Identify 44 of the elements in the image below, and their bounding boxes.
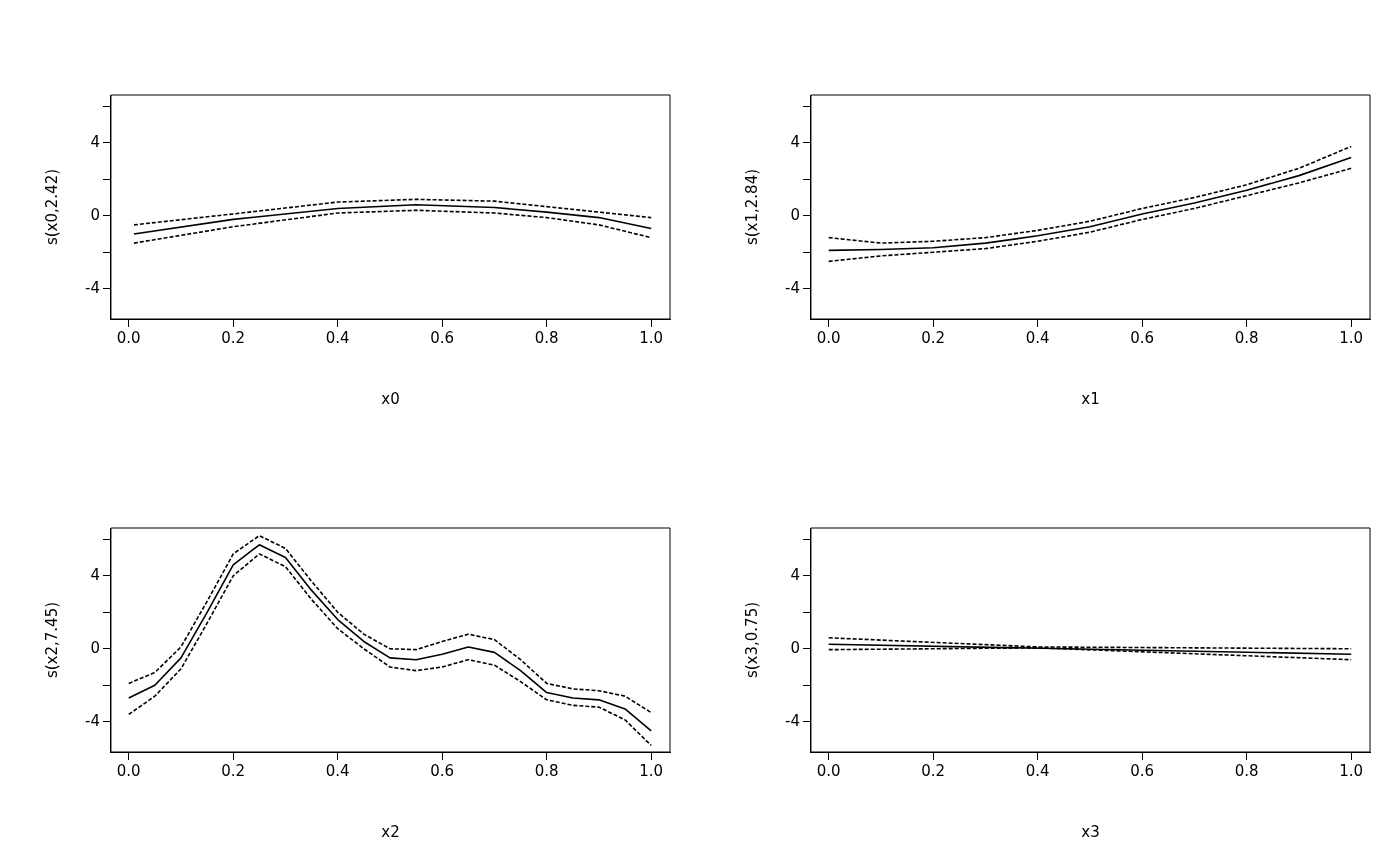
y-tick-label: -4 xyxy=(784,711,800,730)
y-axis-title: s(x1,2.84) xyxy=(742,168,761,246)
y-tick-label: 0 xyxy=(90,205,100,224)
y-axis-title: s(x0,2.42) xyxy=(42,168,61,246)
x-tick-label: 0.0 xyxy=(116,328,141,347)
x-tick-label: 0.2 xyxy=(221,328,246,347)
x-tick-label: 0.0 xyxy=(816,761,841,780)
x-tick-label: 0.4 xyxy=(1025,328,1050,347)
x-tick-label: 0.8 xyxy=(1234,328,1259,347)
x-tick-label: 0.6 xyxy=(430,761,455,780)
y-axis-title: s(x3,0.75) xyxy=(742,601,761,679)
y-tick-label: 0 xyxy=(790,638,800,657)
x-tick-label: 0.0 xyxy=(816,328,841,347)
x-tick-label: 0.4 xyxy=(325,761,350,780)
x-tick-label: 0.2 xyxy=(921,761,946,780)
x-tick-label: 0.2 xyxy=(221,761,246,780)
x-tick-label: 0.0 xyxy=(116,761,141,780)
y-tick-label: 0 xyxy=(90,638,100,657)
y-axis-title: s(x2,7.45) xyxy=(42,601,61,679)
y-tick-label: 4 xyxy=(90,565,100,584)
x-tick-label: 1.0 xyxy=(639,328,664,347)
y-tick-label: 0 xyxy=(790,205,800,224)
x-tick-label: 1.0 xyxy=(1339,761,1364,780)
y-tick-label: 4 xyxy=(790,565,800,584)
x-tick-label: 0.8 xyxy=(1234,761,1259,780)
x-axis-title: x0 xyxy=(381,389,400,408)
x-axis-title: x1 xyxy=(1081,389,1100,408)
x-axis-title: x3 xyxy=(1081,822,1100,841)
x-tick-label: 0.6 xyxy=(1130,328,1155,347)
x-tick-label: 1.0 xyxy=(639,761,664,780)
x-tick-label: 0.4 xyxy=(1025,761,1050,780)
x-tick-label: 1.0 xyxy=(1339,328,1364,347)
x-tick-label: 0.8 xyxy=(534,761,559,780)
y-tick-label: -4 xyxy=(784,278,800,297)
x-tick-label: 0.4 xyxy=(325,328,350,347)
x-tick-label: 0.6 xyxy=(430,328,455,347)
y-tick-label: -4 xyxy=(84,711,100,730)
y-tick-label: 4 xyxy=(90,132,100,151)
x-tick-label: 0.6 xyxy=(1130,761,1155,780)
x-tick-label: 0.2 xyxy=(921,328,946,347)
x-tick-label: 0.8 xyxy=(534,328,559,347)
x-axis-title: x2 xyxy=(381,822,400,841)
y-tick-label: 4 xyxy=(790,132,800,151)
y-tick-label: -4 xyxy=(84,278,100,297)
